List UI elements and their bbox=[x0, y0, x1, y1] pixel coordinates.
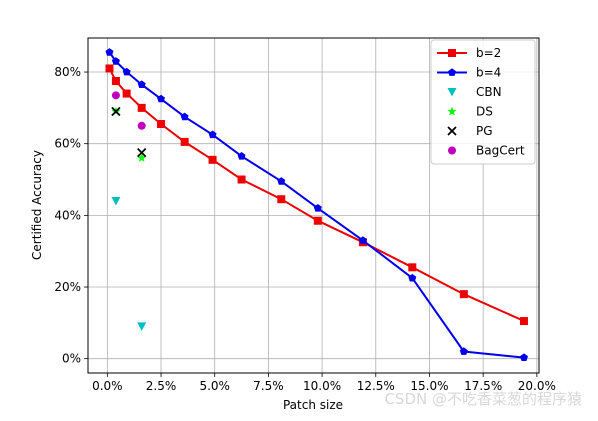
data-point-b-2 bbox=[157, 119, 166, 128]
legend-label-pg: PG bbox=[476, 124, 493, 138]
data-point-b-2 bbox=[519, 317, 528, 326]
legend: b=2 b=4 CBN DS PG BagCert bbox=[430, 39, 536, 165]
x-tick-label: 20.0% bbox=[518, 379, 556, 393]
legend-item-cbn: CBN bbox=[447, 85, 502, 99]
legend-marker-pg bbox=[447, 126, 457, 136]
legend-marker-ds bbox=[447, 106, 457, 116]
data-point-b-4 bbox=[408, 273, 417, 282]
x-axis-ticks: 0.0% 2.5% 5.0% 7.5% 10.0% 12.5% 15.0% 17.5% 20.0… bbox=[92, 373, 556, 393]
legend-item-ds: DS bbox=[447, 105, 493, 119]
legend-label-bagcert: BagCert bbox=[476, 144, 525, 158]
data-point-b-4 bbox=[208, 130, 217, 139]
data-point-bagcert bbox=[137, 121, 146, 130]
legend-items: b=2 b=4 CBN DS PG BagCert bbox=[437, 46, 525, 158]
data-point-b-2 bbox=[208, 155, 217, 164]
data-point-b-4 bbox=[313, 204, 322, 212]
x-axis-title: Patch size bbox=[283, 398, 343, 412]
legend-item-bagcert: BagCert bbox=[448, 144, 525, 158]
data-point-b-4 bbox=[459, 347, 468, 355]
legend-marker-bagcert bbox=[448, 146, 456, 155]
legend-box bbox=[430, 39, 536, 165]
data-point-b-2 bbox=[111, 76, 120, 85]
y-tick-label: 40% bbox=[54, 208, 81, 222]
y-tick-label: 0% bbox=[62, 352, 81, 366]
series-b-2 bbox=[105, 64, 528, 326]
x-tick-label: 10.0% bbox=[303, 379, 341, 393]
watermark: CSDN @不吃香菜葱的程序猿 bbox=[384, 390, 582, 408]
legend-label-b-4: b=4 bbox=[476, 66, 501, 80]
x-tick-label: 0.0% bbox=[92, 379, 123, 393]
data-point-pg bbox=[137, 148, 147, 158]
data-point-b-4 bbox=[180, 112, 189, 121]
x-tick-label: 7.5% bbox=[253, 379, 284, 393]
legend-label-ds: DS bbox=[476, 105, 493, 119]
data-point-b-4 bbox=[520, 353, 528, 361]
x-marker-stroke bbox=[447, 126, 457, 136]
data-point-b-4 bbox=[277, 177, 286, 185]
data-point-b-2 bbox=[105, 64, 114, 73]
legend-item-b-4: b=4 bbox=[437, 66, 501, 80]
data-point-b-2 bbox=[180, 137, 189, 146]
y-tick-label: 80% bbox=[54, 65, 81, 79]
y-axis-title: Certified Accuracy bbox=[30, 150, 44, 260]
series-pg bbox=[111, 106, 147, 158]
legend-marker-b-4 bbox=[448, 68, 456, 76]
x-tick-label: 12.5% bbox=[357, 379, 395, 393]
data-point-b-2 bbox=[277, 195, 286, 204]
data-point-cbn bbox=[137, 322, 147, 331]
data-point-b-2 bbox=[459, 290, 468, 299]
x-marker-stroke bbox=[137, 148, 147, 158]
y-axis-ticks: 0% 20% 40% 60% 80% bbox=[54, 65, 88, 366]
data-point-b-4 bbox=[358, 236, 367, 244]
data-point-b-2 bbox=[122, 89, 131, 98]
data-point-b-2 bbox=[237, 175, 246, 184]
data-point-b-4 bbox=[157, 94, 165, 103]
legend-marker-cbn bbox=[447, 88, 457, 97]
legend-marker-b-2 bbox=[448, 49, 456, 57]
legend-label-cbn: CBN bbox=[476, 85, 502, 99]
data-point-b-2 bbox=[408, 263, 417, 272]
data-point-pg bbox=[111, 106, 121, 117]
x-tick-label: 5.0% bbox=[199, 379, 230, 393]
data-point-ds bbox=[137, 153, 147, 162]
plot-series bbox=[105, 48, 528, 361]
y-tick-label: 60% bbox=[54, 137, 81, 151]
legend-item-pg: PG bbox=[447, 124, 493, 138]
series-bagcert bbox=[111, 91, 146, 130]
data-point-cbn bbox=[111, 197, 121, 206]
data-point-b-4 bbox=[105, 48, 114, 56]
series-b-4 bbox=[105, 48, 528, 361]
data-point-b-4 bbox=[122, 67, 131, 76]
data-point-bagcert bbox=[111, 91, 120, 100]
data-point-b-4 bbox=[111, 57, 120, 65]
x-tick-label: 2.5% bbox=[146, 379, 177, 393]
y-tick-label: 20% bbox=[54, 280, 81, 294]
data-point-b-2 bbox=[137, 103, 146, 112]
x-tick-label: 15.0% bbox=[410, 379, 448, 393]
data-point-b-2 bbox=[313, 216, 322, 225]
plot-frame bbox=[87, 37, 540, 374]
data-point-b-4 bbox=[237, 152, 246, 160]
x-marker-stroke bbox=[111, 106, 121, 117]
legend-label-b-2: b=2 bbox=[476, 46, 501, 60]
x-tick-label: 17.5% bbox=[464, 379, 502, 393]
series-cbn bbox=[111, 197, 147, 331]
data-point-b-4 bbox=[137, 80, 146, 88]
legend-item-b-2: b=2 bbox=[437, 46, 501, 60]
